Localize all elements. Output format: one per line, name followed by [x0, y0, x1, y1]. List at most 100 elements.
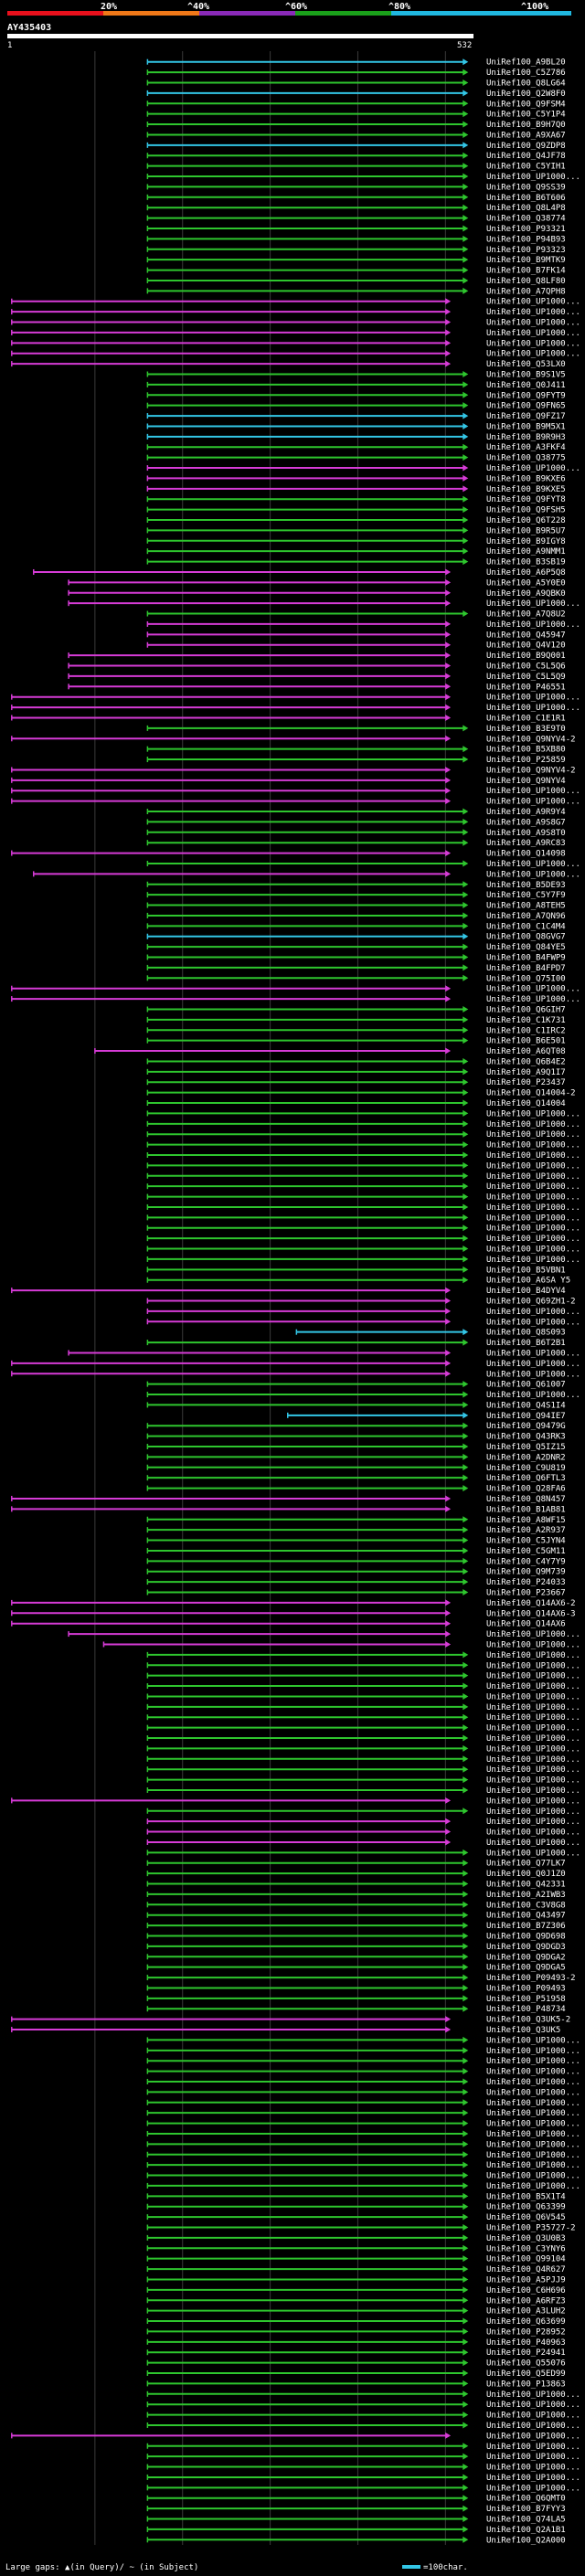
hit-label[interactable]: UniRef100_UP1000... [486, 1203, 580, 1213]
hit-row[interactable]: UniRef100_B9R5U7 [146, 526, 566, 535]
hit-label[interactable]: UniRef100_UP1000... [486, 1349, 580, 1358]
hit-row[interactable]: UniRef100_Q8LF80 [146, 277, 566, 286]
hit-label[interactable]: UniRef100_Q9ZDP8 [486, 142, 566, 151]
hit-label[interactable]: UniRef100_Q94IE7 [486, 1412, 566, 1421]
hit-row[interactable]: UniRef100_UP1000... [146, 1120, 580, 1129]
hit-label[interactable]: UniRef100_Q9DGA5 [486, 1964, 566, 1973]
hit-row[interactable]: UniRef100_A7QPH8 [146, 287, 566, 296]
hit-row[interactable]: UniRef100_Q69ZH1-2 [146, 1298, 576, 1307]
hit-row[interactable]: UniRef100_B9S1V5 [146, 370, 566, 379]
hit-label[interactable]: UniRef100_Q9M739 [486, 1568, 566, 1577]
hit-label[interactable]: UniRef100_C5YIH1 [486, 163, 566, 172]
hit-row[interactable]: UniRef100_UP1000... [146, 2453, 580, 2462]
hit-label[interactable]: UniRef100_Q8LF80 [486, 277, 566, 286]
hit-label[interactable]: UniRef100_UP1000... [486, 1182, 580, 1192]
hit-row[interactable]: UniRef100_Q8LG64 [146, 79, 566, 88]
hit-row[interactable]: UniRef100_Q53LX0 [11, 360, 566, 369]
hit-row[interactable]: UniRef100_UP1000... [146, 2078, 580, 2087]
hit-row[interactable]: UniRef100_UP1000... [146, 2120, 580, 2129]
hit-label[interactable]: UniRef100_Q6B4E2 [486, 1057, 566, 1066]
hit-row[interactable]: UniRef100_Q6T228 [146, 516, 566, 525]
hit-row[interactable]: UniRef100_UP1000... [146, 1203, 580, 1213]
hit-row[interactable]: UniRef100_UP1000... [11, 985, 580, 994]
hit-label[interactable]: UniRef100_C5Y7F9 [486, 891, 566, 900]
hit-label[interactable]: UniRef100_Q38775 [486, 454, 566, 463]
hit-label[interactable]: UniRef100_UP1000... [486, 1849, 580, 1858]
hit-label[interactable]: UniRef100_A5PJJ9 [486, 2275, 566, 2284]
hit-label[interactable]: UniRef100_Q9FSH5 [486, 506, 566, 515]
hit-row[interactable]: UniRef100_Q2A000 [146, 2536, 566, 2545]
hit-row[interactable]: UniRef100_UP1000... [11, 995, 580, 1004]
hit-row[interactable]: UniRef100_A9NMM1 [146, 547, 566, 557]
hit-label[interactable]: UniRef100_UP1000... [486, 1713, 580, 1723]
hit-row[interactable]: UniRef100_Q14AX6 [11, 1620, 566, 1629]
hit-label[interactable]: UniRef100_C5GM11 [486, 1547, 566, 1556]
hit-label[interactable]: UniRef100_A3LUH2 [486, 2307, 566, 2316]
hit-row[interactable]: UniRef100_C1C4M4 [146, 922, 566, 931]
hit-label[interactable]: UniRef100_B5X1T4 [486, 2192, 566, 2201]
hit-row[interactable]: UniRef100_Q6QMT0 [146, 2495, 566, 2504]
hit-label[interactable]: UniRef100_Q84YE5 [486, 943, 566, 952]
hit-label[interactable]: UniRef100_B9KXE6 [486, 474, 566, 483]
hit-row[interactable]: UniRef100_UP1000... [146, 2182, 580, 2191]
hit-row[interactable]: UniRef100_P13863 [146, 2380, 566, 2389]
hit-row[interactable]: UniRef100_UP1000... [146, 1391, 580, 1400]
hit-row[interactable]: UniRef100_Q94IE7 [287, 1412, 566, 1421]
hit-label[interactable]: UniRef100_B3E9T0 [486, 725, 566, 734]
hit-label[interactable]: UniRef100_UP1000... [486, 329, 580, 338]
hit-row[interactable]: UniRef100_Q4JF78 [146, 152, 566, 161]
hit-label[interactable]: UniRef100_A9BL20 [486, 58, 566, 68]
hit-row[interactable]: UniRef100_P09493 [146, 1984, 566, 1993]
hit-row[interactable]: UniRef100_UP1000... [146, 2172, 580, 2181]
hit-label[interactable]: UniRef100_A9XA67 [486, 131, 566, 140]
hit-label[interactable]: UniRef100_UP1000... [486, 298, 580, 307]
hit-label[interactable]: UniRef100_A3FKF4 [486, 443, 566, 452]
hit-row[interactable]: UniRef100_UP1000... [146, 2464, 580, 2473]
hit-row[interactable]: UniRef100_UP1000... [146, 1224, 580, 1234]
hit-row[interactable]: UniRef100_Q45947 [146, 631, 566, 640]
hit-label[interactable]: UniRef100_A7QPH8 [486, 287, 566, 296]
hit-label[interactable]: UniRef100_A5Y0E0 [486, 578, 566, 588]
hit-row[interactable]: UniRef100_A9QBK0 [68, 589, 566, 599]
hit-row[interactable]: UniRef100_Q9FYT9 [146, 391, 566, 400]
hit-label[interactable]: UniRef100_UP1000... [486, 2484, 580, 2493]
hit-row[interactable]: UniRef100_A6RFZ3 [146, 2296, 566, 2306]
hit-row[interactable]: UniRef100_Q9DGA5 [146, 1964, 566, 1973]
hit-label[interactable]: UniRef100_P35727-2 [486, 2224, 576, 2233]
hit-label[interactable]: UniRef100_B9IGY8 [486, 537, 566, 546]
hit-row[interactable]: UniRef100_B6T606 [146, 194, 566, 203]
hit-label[interactable]: UniRef100_UP1000... [486, 2078, 580, 2087]
hit-label[interactable]: UniRef100_UP1000... [486, 1256, 580, 1265]
hit-label[interactable]: UniRef100_Q9FN65 [486, 402, 566, 411]
hit-row[interactable]: UniRef100_B9R9H3 [146, 433, 566, 442]
hit-row[interactable]: UniRef100_UP1000... [11, 704, 580, 713]
hit-label[interactable]: UniRef100_Q14AX6 [486, 1620, 566, 1629]
hit-row[interactable]: UniRef100_P51958 [146, 1995, 566, 2004]
hit-label[interactable]: UniRef100_Q6QMT0 [486, 2495, 566, 2504]
hit-row[interactable]: UniRef100_UP1000... [146, 1672, 580, 1681]
hit-row[interactable]: UniRef100_Q3UK5 [11, 2026, 560, 2035]
hit-row[interactable]: UniRef100_UP1000... [68, 599, 580, 609]
hit-row[interactable]: UniRef100_Q9FSM4 [146, 100, 566, 109]
hit-label[interactable]: UniRef100_UP1000... [486, 1235, 580, 1244]
hit-row[interactable]: UniRef100_UP1000... [146, 1193, 580, 1203]
hit-row[interactable]: UniRef100_UP1000... [146, 1141, 580, 1150]
hit-label[interactable]: UniRef100_Q75I00 [486, 974, 566, 983]
hit-label[interactable]: UniRef100_Q9FSM4 [486, 100, 566, 109]
hit-label[interactable]: UniRef100_Q3UK5 [486, 2026, 560, 2035]
hit-label[interactable]: UniRef100_B7Z306 [486, 1922, 566, 1931]
hit-row[interactable]: UniRef100_C3YNY6 [146, 2244, 566, 2253]
hit-row[interactable]: UniRef100_UP1000... [146, 1692, 580, 1701]
hit-label[interactable]: UniRef100_Q42331 [486, 1881, 566, 1890]
hit-label[interactable]: UniRef100_UP1000... [486, 2120, 580, 2129]
hit-label[interactable]: UniRef100_B5DE93 [486, 881, 566, 890]
hit-row[interactable]: UniRef100_Q61007 [146, 1381, 566, 1390]
hit-label[interactable]: UniRef100_UP1000... [486, 1360, 580, 1369]
hit-label[interactable]: UniRef100_Q4R627 [486, 2265, 566, 2274]
hit-row[interactable]: UniRef100_Q8S093 [295, 1329, 566, 1338]
hit-row[interactable]: UniRef100_UP1000... [146, 1744, 580, 1754]
hit-label[interactable]: UniRef100_UP1000... [486, 1120, 580, 1129]
hit-label[interactable]: UniRef100_UP1000... [486, 2443, 580, 2452]
hit-row[interactable]: UniRef100_B5VBN1 [146, 1266, 566, 1275]
hit-label[interactable]: UniRef100_UP1000... [486, 704, 580, 713]
